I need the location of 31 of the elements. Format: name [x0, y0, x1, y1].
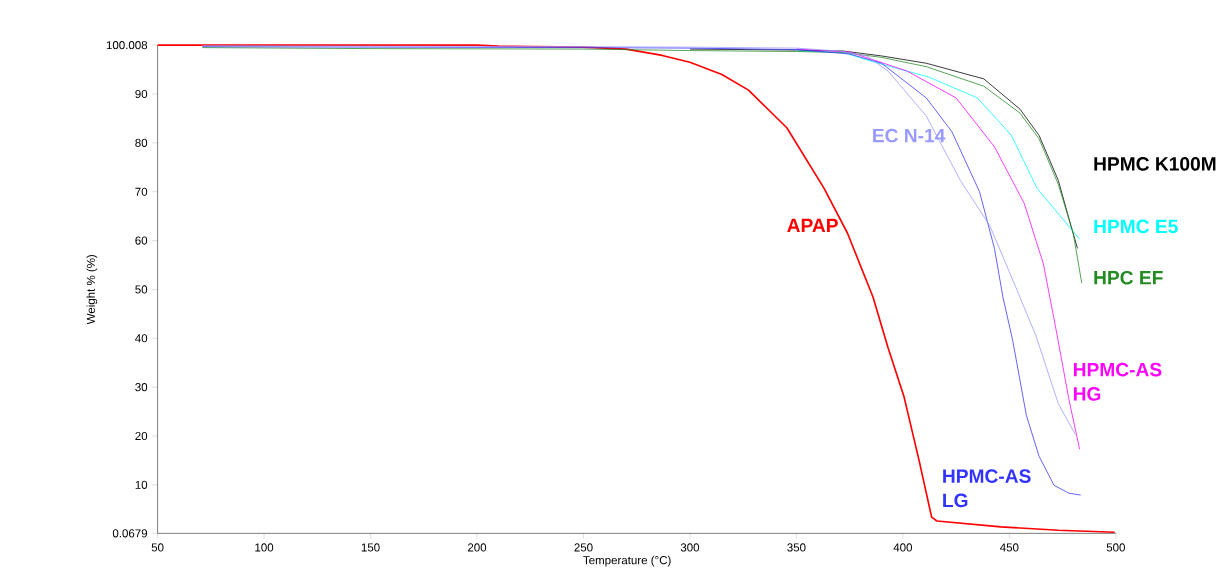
x-tick-label: 250 — [574, 543, 593, 552]
series-label: HPMC K100M — [1094, 157, 1216, 171]
series-label: APAP — [787, 218, 838, 233]
y-tick-label: 40 — [135, 334, 148, 343]
x-tick-label: 400 — [893, 543, 913, 552]
series-label: HPC EF — [1094, 271, 1163, 285]
x-axis-title: Temperature (°C) — [583, 555, 671, 567]
y-tick-label: 80 — [135, 138, 148, 148]
x-tick-label: 50 — [151, 543, 164, 552]
x-tick-label: 100 — [255, 543, 274, 552]
x-tick-label: 450 — [1000, 543, 1019, 552]
y-tick-label: 20 — [135, 432, 148, 441]
x-tick-label: 150 — [361, 543, 380, 552]
y-tick-label: 60 — [135, 236, 148, 245]
y-tick-label: 30 — [135, 383, 148, 392]
y-axis-title: Weight % (%) — [86, 255, 98, 325]
series-label: HPMC E5 — [1094, 219, 1178, 234]
x-tick-label: 300 — [680, 543, 700, 552]
series-label: HPMC-AS HG — [1073, 362, 1162, 401]
x-tick-label: 500 — [1106, 543, 1125, 552]
y-tick-label: 0.0679 — [112, 529, 148, 538]
y-tick-label: 90 — [135, 90, 148, 99]
series-label: HPMC-AS LG — [943, 469, 1031, 508]
x-tick-label: 200 — [467, 543, 487, 552]
x-tick-label: 350 — [787, 543, 806, 552]
y-tick-label: 10 — [135, 480, 148, 490]
line-series — [201, 47, 1083, 284]
y-tick-label: 50 — [135, 285, 148, 294]
y-tick-label: 100.008 — [106, 41, 148, 50]
series-label: EC N-14 — [873, 128, 946, 143]
y-tick-label: 70 — [135, 187, 148, 196]
